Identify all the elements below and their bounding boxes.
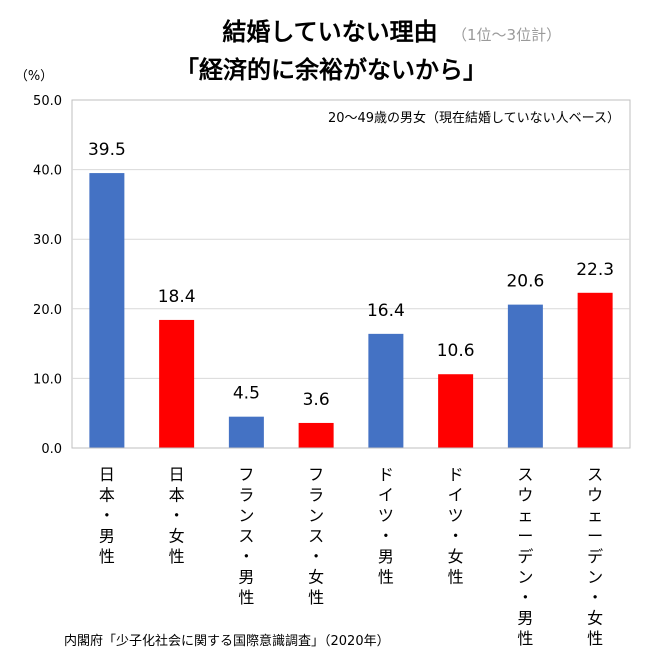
bar — [507, 304, 543, 448]
data-label: 3.6 — [303, 390, 330, 410]
chart-title-note: （1位～3位計） — [452, 26, 561, 44]
y-unit-label: （%） — [15, 69, 53, 84]
data-label: 39.5 — [88, 140, 126, 160]
data-label: 16.4 — [367, 301, 405, 321]
data-label: 4.5 — [233, 384, 260, 404]
chart-annotation: 20～49歳の男女（現在結婚していない人ベース） — [328, 110, 620, 126]
x-tick-label: 日本・女性 — [169, 465, 185, 566]
data-label: 20.6 — [506, 272, 544, 292]
bar — [298, 422, 334, 448]
x-tick-label: フランス・女性 — [308, 465, 324, 607]
x-tick-label: ドイツ・女性 — [448, 465, 464, 587]
data-label: 18.4 — [158, 287, 196, 307]
y-tick-label: 0.0 — [41, 442, 62, 457]
y-tick-label: 50.0 — [33, 94, 62, 109]
x-tick-label: ドイツ・男性 — [378, 465, 394, 587]
chart-title-line2: 「経済的に余裕がないから」 — [175, 56, 487, 84]
y-tick-label: 20.0 — [33, 303, 62, 318]
x-tick-label: フランス・男性 — [238, 465, 254, 607]
x-tick-label: スウェーデン・男性 — [517, 465, 533, 648]
y-tick-label: 40.0 — [33, 164, 62, 179]
plot-frame — [71, 99, 631, 449]
bar — [89, 173, 125, 448]
y-tick-label: 30.0 — [33, 233, 62, 248]
bar — [438, 374, 474, 448]
bar — [368, 333, 404, 448]
x-tick-label: スウェーデン・女性 — [587, 465, 603, 648]
data-label: 10.6 — [437, 341, 475, 361]
bar — [228, 416, 264, 448]
source-note: 内閣府「少子化社会に関する国際意識調査」（2020年） — [64, 633, 390, 649]
y-tick-label: 10.0 — [33, 372, 62, 387]
chart-title-line1: 結婚していない理由 — [222, 18, 437, 46]
data-label: 22.3 — [576, 260, 614, 280]
x-tick-label: 日本・男性 — [99, 465, 115, 566]
bar — [159, 319, 195, 448]
bar — [577, 292, 613, 448]
plot-area: 0.0 10.0 20.0 30.0 40.0 50.0 39.5 日本・男性 18.4 日本・女… — [33, 94, 631, 648]
